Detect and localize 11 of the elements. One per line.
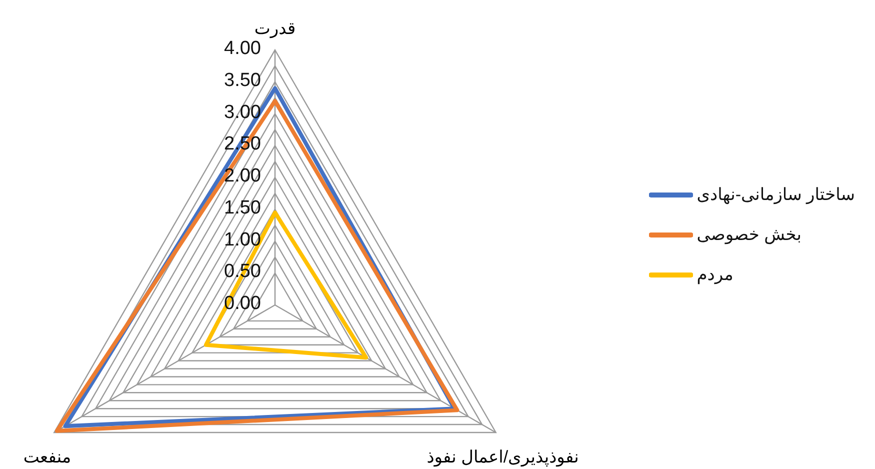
y-tick-label: 1.00 [224, 229, 261, 250]
spoke-label: نفوذپذیری/اعمال نفوذ [426, 448, 579, 468]
legend-label: بخش خصوصی [696, 224, 802, 244]
spoke-label: قدرت [254, 19, 296, 39]
y-tick-label: 4.00 [224, 38, 261, 59]
legend-label: مردم [696, 264, 734, 284]
y-tick-label: 2.00 [224, 166, 261, 186]
spoke-label: منفعت [23, 448, 72, 466]
legend-label: ساختار سازمانی-نهادی [696, 184, 855, 204]
y-tick-label: 3.50 [224, 70, 261, 91]
y-tick-label: 1.50 [224, 197, 261, 218]
